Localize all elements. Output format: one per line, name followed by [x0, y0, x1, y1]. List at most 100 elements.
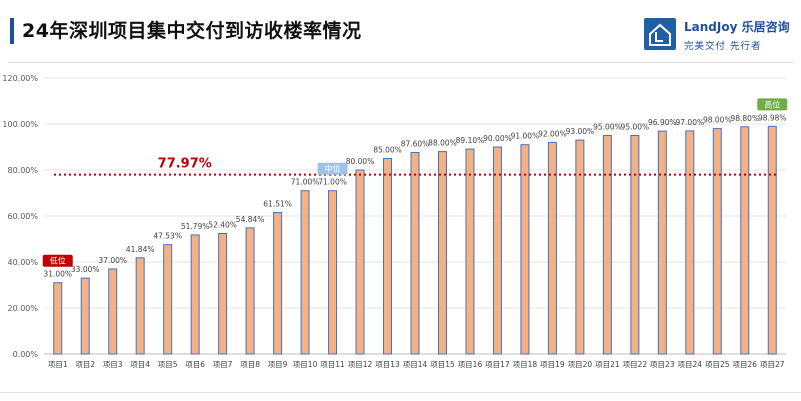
x-tick-label: 项目8 — [240, 360, 260, 369]
bar — [465, 148, 475, 355]
bar — [630, 135, 640, 355]
bar — [383, 158, 393, 355]
y-tick-label: 60.00% — [7, 212, 38, 221]
data-label: 33.00% — [71, 265, 100, 274]
bar — [273, 212, 283, 355]
data-label: 71.00% — [291, 178, 320, 187]
header-divider — [8, 62, 793, 63]
x-tick-label: 项目9 — [268, 360, 288, 369]
company-logo: LandJoy 乐居咨询 完美交付 先行者 — [644, 16, 794, 56]
x-tick-label: 项目23 — [650, 360, 675, 369]
data-label: 96.90% — [648, 118, 677, 127]
data-label: 95.00% — [593, 123, 622, 132]
x-tick-label: 项目25 — [705, 360, 730, 369]
data-label: 71.00% — [318, 178, 347, 187]
x-tick-label: 项目17 — [485, 360, 510, 369]
x-tick-label: 项目11 — [320, 360, 345, 369]
bar — [163, 244, 173, 355]
position-badge — [757, 98, 788, 111]
bar — [300, 190, 310, 355]
y-tick-label: 40.00% — [7, 258, 38, 267]
data-label: 98.80% — [730, 114, 759, 123]
data-label: 85.00% — [373, 146, 402, 155]
y-tick-label: 80.00% — [7, 166, 38, 175]
position-badge — [317, 162, 348, 175]
data-label: 31.00% — [43, 270, 72, 279]
x-tick-label: 项目5 — [158, 360, 178, 369]
house-icon — [644, 18, 676, 50]
data-label: 47.53% — [153, 232, 182, 241]
bar — [53, 282, 63, 355]
position-badge-label: 低位 — [50, 256, 66, 266]
x-tick-label: 项目1 — [48, 360, 68, 369]
x-tick-label: 项目6 — [185, 360, 205, 369]
page-title: 24年深圳项目集中交付到访收楼率情况 — [22, 20, 362, 42]
x-tick-label: 项目4 — [130, 360, 150, 369]
y-tick-label: 100.00% — [2, 120, 38, 129]
x-tick-label: 项目19 — [540, 360, 565, 369]
bar — [492, 146, 502, 355]
title-accent-bar — [10, 18, 14, 44]
position-badge-label: 高位 — [764, 99, 780, 109]
data-label: 89.10% — [456, 136, 485, 145]
data-label: 61.51% — [263, 200, 292, 209]
x-tick-label: 项目27 — [760, 360, 785, 369]
bar — [135, 257, 145, 355]
y-tick-label: 120.00% — [2, 74, 38, 83]
position-badge-label: 中位 — [325, 164, 341, 174]
bar — [657, 130, 667, 355]
bar — [245, 227, 255, 355]
bar — [602, 135, 612, 355]
y-tick-label: 20.00% — [7, 304, 38, 313]
x-tick-label: 项目15 — [430, 360, 455, 369]
x-tick-label: 项目20 — [568, 360, 593, 369]
x-tick-label: 项目16 — [458, 360, 483, 369]
data-label: 88.00% — [428, 139, 457, 148]
x-tick-label: 项目26 — [733, 360, 758, 369]
data-label: 87.60% — [401, 140, 430, 149]
bar — [108, 268, 118, 355]
data-label: 90.00% — [483, 134, 512, 143]
data-label: 37.00% — [98, 256, 127, 265]
x-tick-label: 项目13 — [375, 360, 400, 369]
data-label: 98.00% — [703, 116, 732, 125]
x-tick-label: 项目12 — [348, 360, 373, 369]
logo-name: LandJoy 乐居咨询 — [684, 20, 790, 34]
data-label: 98.98% — [758, 113, 787, 122]
bar — [410, 152, 420, 355]
average-label: 77.97% — [158, 157, 212, 172]
x-tick-label: 项目24 — [678, 360, 703, 369]
bar — [712, 128, 722, 355]
x-tick-label: 项目7 — [213, 360, 233, 369]
x-tick-label: 项目2 — [75, 360, 95, 369]
x-tick-label: 项目10 — [293, 360, 318, 369]
position-badge — [42, 254, 73, 267]
x-tick-label: 项目14 — [403, 360, 428, 369]
x-tick-label: 项目21 — [595, 360, 620, 369]
bar — [190, 234, 200, 355]
data-label: 54.84% — [236, 215, 265, 224]
logo-slogan: 完美交付 先行者 — [684, 41, 762, 52]
bar — [740, 126, 750, 355]
bar — [328, 190, 338, 355]
bar — [767, 125, 777, 355]
bar — [218, 232, 228, 355]
bar — [437, 151, 447, 355]
x-tick-label: 项目22 — [623, 360, 648, 369]
bar — [520, 144, 530, 355]
bar — [355, 169, 365, 355]
bar — [685, 130, 695, 355]
data-label: 51.79% — [181, 222, 210, 231]
data-label: 41.84% — [126, 245, 155, 254]
footer-divider — [0, 392, 801, 393]
bar — [80, 277, 90, 355]
data-label: 91.00% — [511, 132, 540, 141]
data-label: 80.00% — [346, 157, 375, 166]
data-label: 93.00% — [566, 127, 595, 136]
bar — [547, 141, 557, 355]
data-label: 97.00% — [676, 118, 705, 127]
x-tick-label: 项目3 — [103, 360, 123, 369]
y-tick-label: 0.00% — [13, 350, 39, 359]
x-tick-label: 项目18 — [513, 360, 538, 369]
